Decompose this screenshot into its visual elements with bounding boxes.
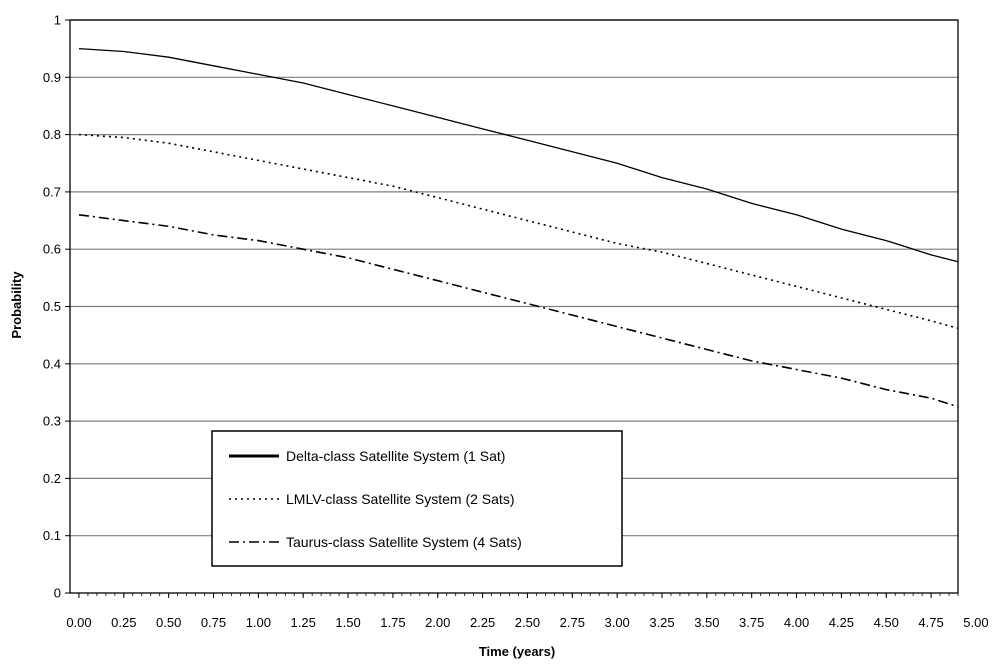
x-tick-label: 2.50 — [515, 615, 540, 630]
x-tick-label: 1.25 — [291, 615, 316, 630]
x-tick-label: 4.75 — [918, 615, 943, 630]
x-tick-label: 2.25 — [470, 615, 495, 630]
series-line — [78, 133, 959, 330]
x-tick-label: 2.75 — [560, 615, 585, 630]
axes: 0 0.1 0.2 0.3 0.4 0.5 0.6 0.7 0.8 0.9 1 0.00 0.25 0.5… — [43, 13, 989, 631]
legend: Delta-class Satellite System (1 Sat) LMLV… — [211, 430, 623, 567]
x-tick-label: 2.00 — [425, 615, 450, 630]
y-tick-label: 0.7 — [43, 184, 61, 199]
series-lines — [78, 47, 959, 408]
legend-label: Taurus-class Satellite System (4 Sats) — [286, 534, 522, 550]
y-tick-label: 0.3 — [43, 414, 61, 429]
y-tick-label: 1 — [54, 13, 61, 28]
y-tick-label: 0.5 — [43, 299, 61, 314]
y-tick-label: 0.4 — [43, 356, 61, 371]
y-tick-label: 0 — [54, 586, 61, 601]
y-axis-title: Probability — [9, 271, 24, 339]
legend-box — [211, 430, 623, 567]
x-tick-label: 3.75 — [739, 615, 764, 630]
x-tick-label: 4.00 — [784, 615, 809, 630]
y-tick-label: 0.1 — [43, 528, 61, 543]
x-tick-label: 1.00 — [246, 615, 271, 630]
legend-label: Delta-class Satellite System (1 Sat) — [286, 448, 505, 464]
series-line — [78, 214, 959, 408]
x-tick-label: 3.00 — [604, 615, 629, 630]
x-tick-label: 0.00 — [66, 615, 91, 630]
legend-label: LMLV-class Satellite System (2 Sats) — [286, 491, 514, 507]
series-line — [78, 47, 959, 263]
x-tick-label: 3.50 — [694, 615, 719, 630]
plot-border — [69, 19, 959, 594]
x-tick-label: 1.50 — [335, 615, 360, 630]
y-tick-label: 0.6 — [43, 242, 61, 257]
x-tick-label: 0.25 — [111, 615, 136, 630]
x-tick-label: 3.25 — [649, 615, 674, 630]
y-tick-label: 0.9 — [43, 70, 61, 85]
x-tick-label: 5.00 — [963, 615, 988, 630]
x-tick-label: 0.50 — [156, 615, 181, 630]
x-tick-label: 4.50 — [874, 615, 899, 630]
x-tick-label: 0.75 — [201, 615, 226, 630]
y-tick-label: 0.2 — [43, 471, 61, 486]
x-tick-label: 1.75 — [380, 615, 405, 630]
x-axis-title: Time (years) — [479, 644, 555, 659]
y-tick-label: 0.8 — [43, 127, 61, 142]
x-tick-label: 4.25 — [829, 615, 854, 630]
